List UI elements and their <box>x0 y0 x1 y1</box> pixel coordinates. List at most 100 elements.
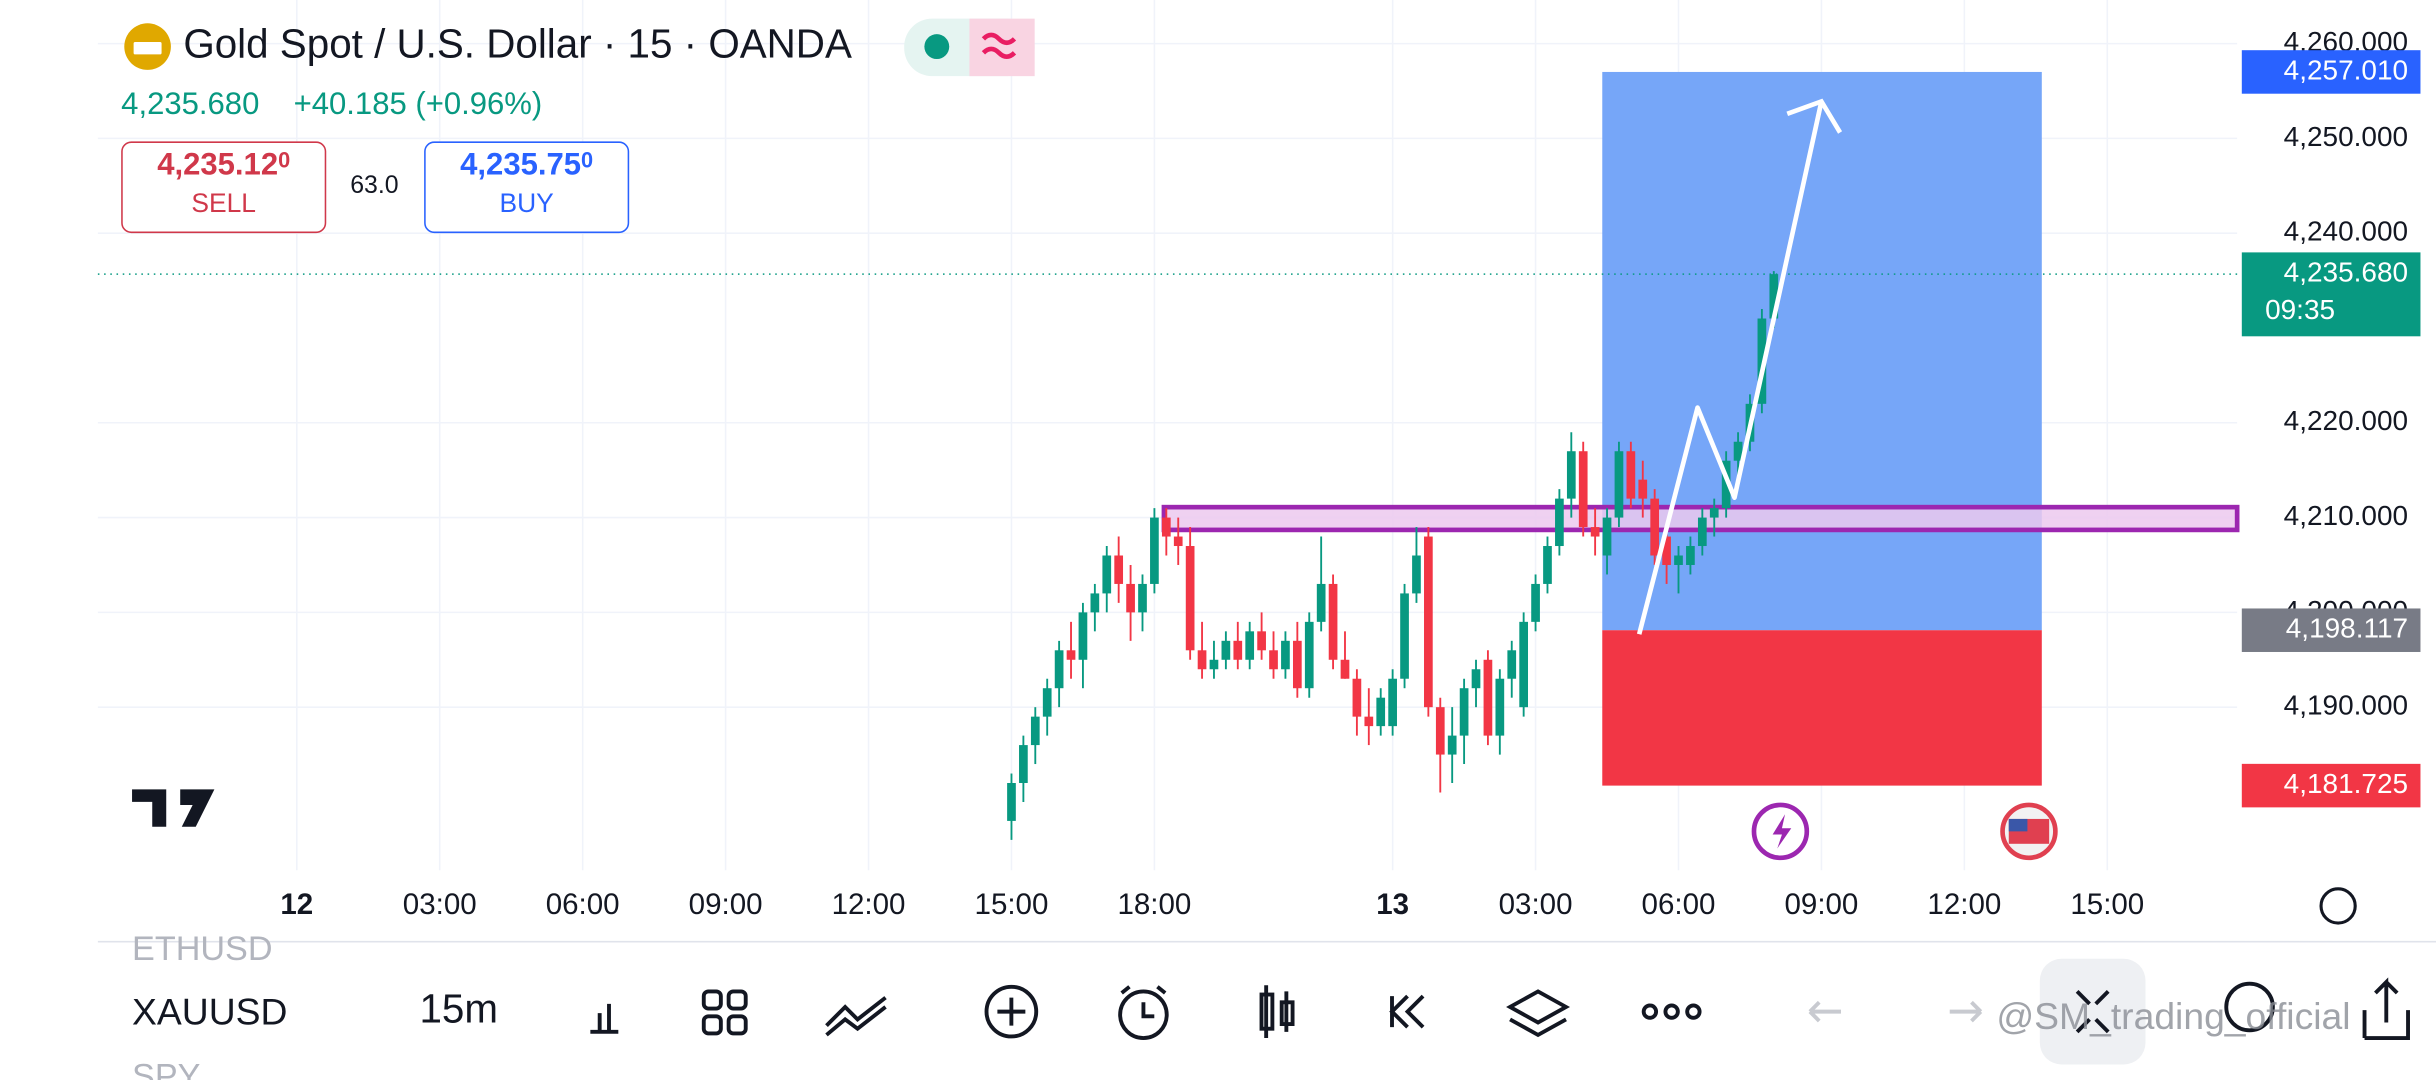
candle-body <box>1519 621 1529 708</box>
interval[interactable]: 15m <box>419 985 498 1031</box>
candle-body <box>1269 650 1278 670</box>
add-alert[interactable] <box>2224 981 2275 1033</box>
buy-button[interactable] <box>424 141 630 234</box>
candle-body <box>1066 650 1076 660</box>
buy-label: BUY <box>500 188 555 218</box>
x-tick-label: 12:00 <box>832 888 906 921</box>
candle-body <box>1150 517 1159 584</box>
last-price-label: 4,235.680 <box>2284 257 2408 288</box>
x-tick-label: 12:00 <box>1927 888 2001 921</box>
candle-body <box>1007 783 1016 821</box>
candle-body <box>1078 612 1088 660</box>
candle-body <box>1650 498 1660 556</box>
candle-body <box>1566 451 1576 499</box>
candle-body <box>1662 536 1671 565</box>
indicators-icon[interactable] <box>590 1003 619 1034</box>
candle-body <box>1328 583 1338 660</box>
layout-icon[interactable] <box>701 989 723 1011</box>
candle-body <box>1388 678 1397 727</box>
candle-body <box>1102 555 1112 594</box>
candle-body <box>1352 678 1362 717</box>
x-tick-label: 13 <box>1376 888 1409 921</box>
candle-body <box>1233 640 1243 660</box>
add-icon[interactable] <box>984 984 1039 1039</box>
title: Gold Spot / U.S. Dollar · 15 · OANDA <box>183 20 852 66</box>
last-price-label-bg <box>2241 252 2421 337</box>
symbol-next[interactable]: SPY <box>132 1057 201 1080</box>
alert-icon[interactable] <box>1118 989 1169 1040</box>
bars-wicks <box>1264 985 1289 1039</box>
sell-price-digit: 0 <box>278 147 290 172</box>
undo-redo[interactable] <box>1808 1000 1983 1023</box>
layout-icon <box>726 1014 748 1036</box>
candle-body <box>1221 640 1231 660</box>
more-dot[interactable] <box>1641 1003 1659 1020</box>
candle-body <box>1376 697 1386 727</box>
target-label-bg <box>2241 50 2421 94</box>
y-tick-label: 4,210.000 <box>2284 500 2408 531</box>
add-plus <box>997 997 1026 1026</box>
symbol-current[interactable]: XAUUSD <box>132 991 287 1033</box>
candle-body <box>1614 451 1624 518</box>
flag-canton <box>2008 818 2028 832</box>
share-icon[interactable] <box>2362 977 2410 1040</box>
candle-body <box>1030 716 1040 746</box>
toolbar-icons <box>590 984 1702 1040</box>
buy-price-digit: 0 <box>581 147 593 172</box>
candle-body <box>1447 735 1457 755</box>
candle-body <box>1424 536 1433 708</box>
replay-icon[interactable] <box>1389 994 1425 1029</box>
candle-body <box>1257 631 1266 651</box>
layers-icon[interactable] <box>1506 989 1570 1038</box>
x-tick-label: 09:00 <box>1785 888 1859 921</box>
profit-zone <box>1602 71 2042 631</box>
plot: 4,260.0004,250.0004,240.0004,220.0004,21… <box>97 0 2421 921</box>
y-tick-label: 4,240.000 <box>2284 216 2408 247</box>
symbol-prev[interactable]: ETHUSD <box>132 930 272 968</box>
settings-icon[interactable] <box>2319 887 2357 925</box>
candle-body <box>1161 517 1171 537</box>
candle-body <box>1435 707 1445 755</box>
candle-body <box>1686 546 1695 565</box>
y-tick-label: 4,220.000 <box>2284 405 2408 436</box>
last-price: 4,235.680 <box>121 86 259 121</box>
price-change: +40.185 (+0.96%) <box>294 86 543 121</box>
candle-body <box>1209 659 1219 670</box>
candle-body <box>1459 688 1469 736</box>
entry-label-bg <box>2241 608 2421 652</box>
sell-price-main: 4,235.12 <box>157 146 278 181</box>
stop-label-bg <box>2241 763 2421 808</box>
candle-body <box>1531 583 1540 622</box>
drawing-icon[interactable] <box>825 996 887 1037</box>
candle-body <box>1495 678 1505 736</box>
candle-body <box>1721 460 1731 509</box>
candle-body <box>1674 555 1683 565</box>
buy-price-main: 4,235.75 <box>460 146 581 181</box>
sell-button[interactable] <box>121 141 327 234</box>
symbol-icon-bar <box>133 41 162 55</box>
candle-body <box>1019 745 1028 784</box>
more-dot <box>1685 1003 1702 1020</box>
candle-body <box>1138 583 1147 613</box>
x-tick-label: 15:00 <box>975 888 1049 921</box>
candle-body <box>1281 640 1290 670</box>
target-label: 4,257.010 <box>2284 54 2408 85</box>
candle-body <box>1412 555 1421 594</box>
loss-zone <box>1602 630 2042 786</box>
candle-body <box>1697 517 1707 547</box>
projection-arrow <box>1636 100 1824 635</box>
candle-body <box>1304 621 1314 689</box>
candle-body <box>1507 650 1517 679</box>
fullscreen-icon <box>2075 990 2110 1034</box>
layout-icon <box>726 989 748 1011</box>
candle-body <box>1340 659 1350 679</box>
candle-body <box>1555 498 1564 547</box>
last-price-label-countdown: 09:35 <box>2265 294 2335 325</box>
candle-body <box>1638 479 1648 499</box>
candle-body <box>1757 318 1767 404</box>
y-tick-label: 4,190.000 <box>2284 690 2408 721</box>
candle-body <box>1590 527 1600 537</box>
fullscreen-button[interactable] <box>2039 958 2146 1065</box>
candle-body <box>1185 546 1195 651</box>
